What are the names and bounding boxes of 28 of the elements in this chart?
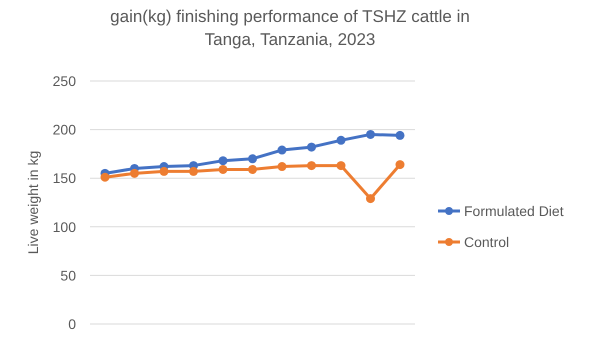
point bbox=[336, 161, 346, 170]
chart-title: gain(kg) finishing performance of TSHZ cattle in Tanga, Tanzania, 2023 bbox=[110, 7, 470, 49]
point bbox=[366, 194, 375, 204]
point bbox=[160, 166, 168, 176]
point bbox=[130, 168, 139, 178]
point bbox=[189, 166, 198, 176]
y-tick-label: 150 bbox=[52, 170, 76, 186]
point bbox=[218, 164, 228, 174]
point bbox=[278, 162, 286, 172]
point bbox=[366, 130, 375, 139]
y-axis-title: Live weight in kg bbox=[25, 150, 41, 254]
point bbox=[248, 164, 257, 174]
y-tick-label: 0 bbox=[68, 316, 76, 332]
point bbox=[396, 160, 404, 170]
y-tick-label: 50 bbox=[60, 267, 76, 284]
y-tick-label: 200 bbox=[52, 122, 76, 138]
point bbox=[218, 156, 228, 166]
point bbox=[396, 130, 404, 140]
point bbox=[248, 154, 257, 164]
point bbox=[307, 161, 316, 170]
point bbox=[336, 136, 346, 145]
y-tick-label: 250 bbox=[52, 73, 76, 89]
point bbox=[278, 146, 286, 155]
point bbox=[100, 172, 110, 182]
legend-label: Formulated Diet bbox=[464, 203, 564, 219]
legend-label: Control bbox=[464, 234, 510, 250]
point bbox=[307, 142, 316, 152]
y-tick-label: 100 bbox=[52, 218, 76, 235]
